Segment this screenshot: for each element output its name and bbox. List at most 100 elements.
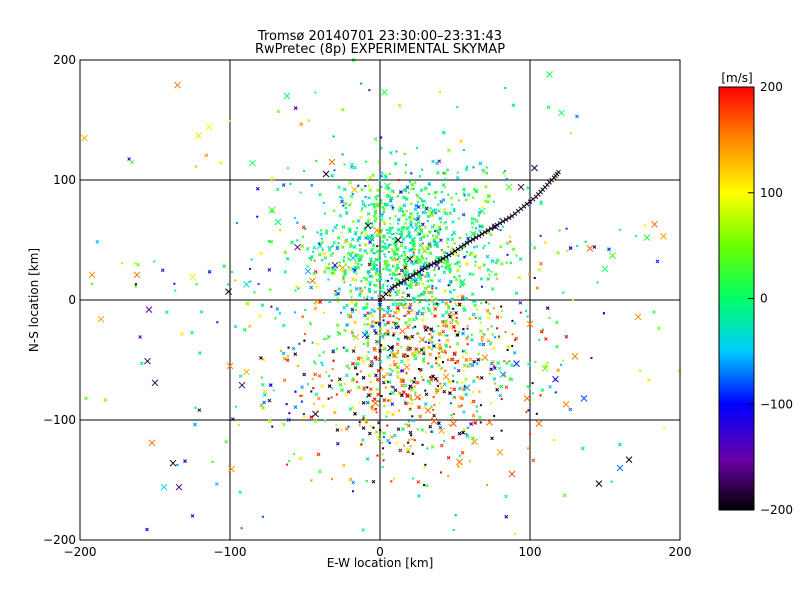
data-point-arc	[404, 276, 410, 282]
data-point	[435, 161, 439, 166]
data-point	[360, 232, 363, 235]
data-point	[382, 375, 386, 379]
data-point	[310, 390, 313, 393]
data-point	[397, 222, 400, 225]
data-point	[403, 383, 408, 388]
data-point	[431, 208, 436, 213]
data-point	[219, 160, 223, 165]
data-point	[376, 245, 379, 248]
data-point	[408, 256, 411, 259]
data-point	[392, 264, 395, 267]
data-point-arc	[392, 283, 398, 289]
data-point	[322, 351, 325, 354]
data-point-x	[442, 373, 450, 381]
data-point	[443, 222, 446, 225]
data-point	[298, 456, 303, 461]
data-point	[403, 245, 408, 250]
data-point	[383, 405, 386, 408]
data-point	[373, 215, 376, 218]
data-point	[439, 238, 443, 243]
data-point	[409, 407, 412, 410]
data-point	[457, 404, 462, 409]
data-point	[361, 306, 366, 311]
data-point	[374, 216, 378, 221]
data-point	[267, 419, 272, 423]
data-point	[422, 378, 425, 381]
data-point-x	[541, 365, 549, 372]
data-point	[197, 351, 202, 355]
data-point	[424, 463, 427, 466]
data-point	[260, 376, 263, 379]
data-point	[404, 256, 408, 261]
data-point	[382, 337, 385, 340]
data-point	[377, 294, 380, 297]
data-point	[502, 171, 505, 174]
data-point	[439, 471, 442, 474]
data-point-arc	[467, 238, 473, 244]
data-point-x	[145, 306, 153, 313]
data-point	[340, 199, 344, 204]
data-point	[407, 306, 412, 310]
data-point	[345, 212, 348, 215]
data-point	[340, 107, 345, 112]
data-point	[414, 315, 417, 318]
data-point	[351, 349, 356, 353]
data-point	[562, 493, 567, 498]
data-point	[342, 187, 347, 192]
data-point	[354, 287, 359, 291]
data-point	[456, 321, 459, 324]
data-point	[427, 272, 430, 275]
data-point	[430, 405, 433, 408]
data-point	[511, 333, 514, 336]
data-point	[368, 290, 371, 293]
data-point	[437, 346, 440, 349]
data-point	[363, 388, 366, 391]
data-point	[411, 418, 416, 423]
data-point	[387, 380, 390, 383]
data-point	[407, 420, 410, 423]
data-point-x	[372, 399, 379, 407]
data-point	[323, 338, 326, 341]
data-point	[509, 240, 512, 243]
data-point	[426, 247, 429, 250]
data-point-x	[189, 273, 196, 281]
data-point	[652, 310, 656, 314]
data-point	[256, 215, 259, 218]
data-point	[464, 392, 469, 397]
data-point	[255, 186, 260, 191]
data-point	[412, 251, 415, 254]
data-point	[407, 441, 410, 444]
data-point	[487, 232, 490, 235]
data-point	[289, 182, 292, 185]
data-point	[421, 256, 424, 259]
data-point	[396, 289, 401, 294]
data-point	[396, 375, 400, 379]
data-point	[474, 256, 477, 259]
data-point	[330, 379, 333, 382]
data-point	[435, 357, 438, 360]
data-point	[382, 283, 385, 286]
data-point	[499, 316, 502, 319]
data-point	[461, 305, 466, 310]
data-point	[556, 250, 560, 255]
data-point	[545, 306, 550, 311]
data-point	[227, 283, 230, 286]
data-point	[285, 358, 290, 362]
data-point	[405, 185, 410, 190]
data-point	[418, 309, 421, 312]
data-point	[333, 265, 336, 268]
data-point	[357, 258, 360, 261]
data-point	[382, 447, 385, 450]
data-point	[432, 396, 435, 399]
data-point	[388, 226, 391, 229]
data-point	[375, 278, 380, 283]
data-point	[383, 322, 387, 327]
data-point	[476, 375, 479, 378]
data-point	[366, 356, 370, 361]
data-point	[381, 171, 384, 174]
data-point	[525, 309, 528, 312]
data-point	[495, 387, 500, 392]
data-point	[393, 321, 398, 326]
data-point	[444, 310, 449, 315]
data-point-x	[562, 401, 570, 408]
